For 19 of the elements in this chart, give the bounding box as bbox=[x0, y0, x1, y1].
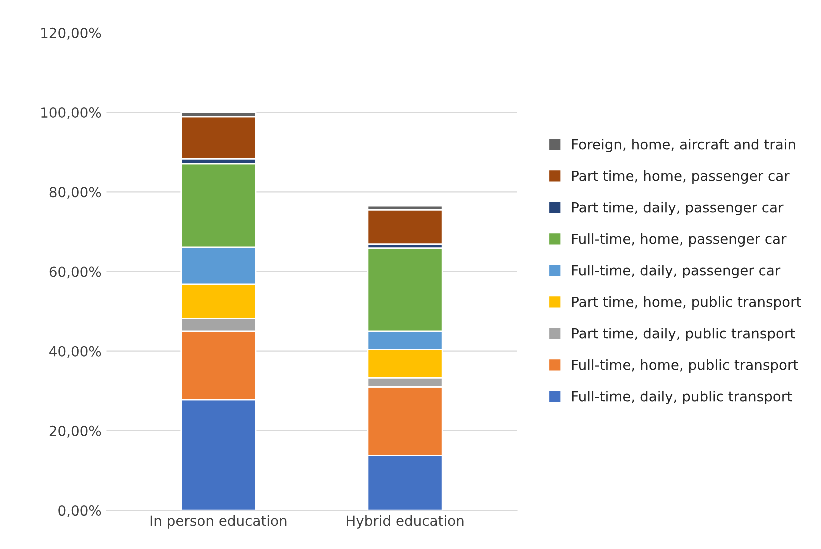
bar bbox=[367, 209, 444, 245]
legend-label: Full-time, daily, public transport bbox=[572, 391, 792, 404]
y-tick-label: 80,00% bbox=[50, 187, 102, 200]
y-tick-label: 120,00% bbox=[42, 28, 102, 40]
legend-label: Full-time, home, passenger car bbox=[572, 234, 787, 247]
y-tick-label: 60,00% bbox=[50, 266, 102, 279]
y-tick-label: 100,00% bbox=[42, 108, 102, 120]
x-tick-label: Hybrid education bbox=[347, 515, 464, 529]
legend-label: Part time, daily, passenger car bbox=[572, 202, 784, 216]
legend-label: Part time, daily, public transport bbox=[572, 328, 796, 342]
legend-label: Part time, home, public transport bbox=[572, 296, 802, 310]
y-tick-label: 0,00% bbox=[58, 506, 102, 518]
legend-label: Foreign, home, aircraft and train bbox=[572, 139, 796, 152]
y-tick-label: 20,00% bbox=[50, 426, 102, 438]
legend-label: Full-time, daily, passenger car bbox=[572, 265, 781, 278]
legend-label: Part time, home, passenger car bbox=[572, 170, 790, 184]
legend-label: Full-time, home, public transport bbox=[572, 360, 798, 373]
x-tick-label: In person education bbox=[150, 515, 287, 529]
y-tick-label: 40,00% bbox=[50, 346, 102, 358]
